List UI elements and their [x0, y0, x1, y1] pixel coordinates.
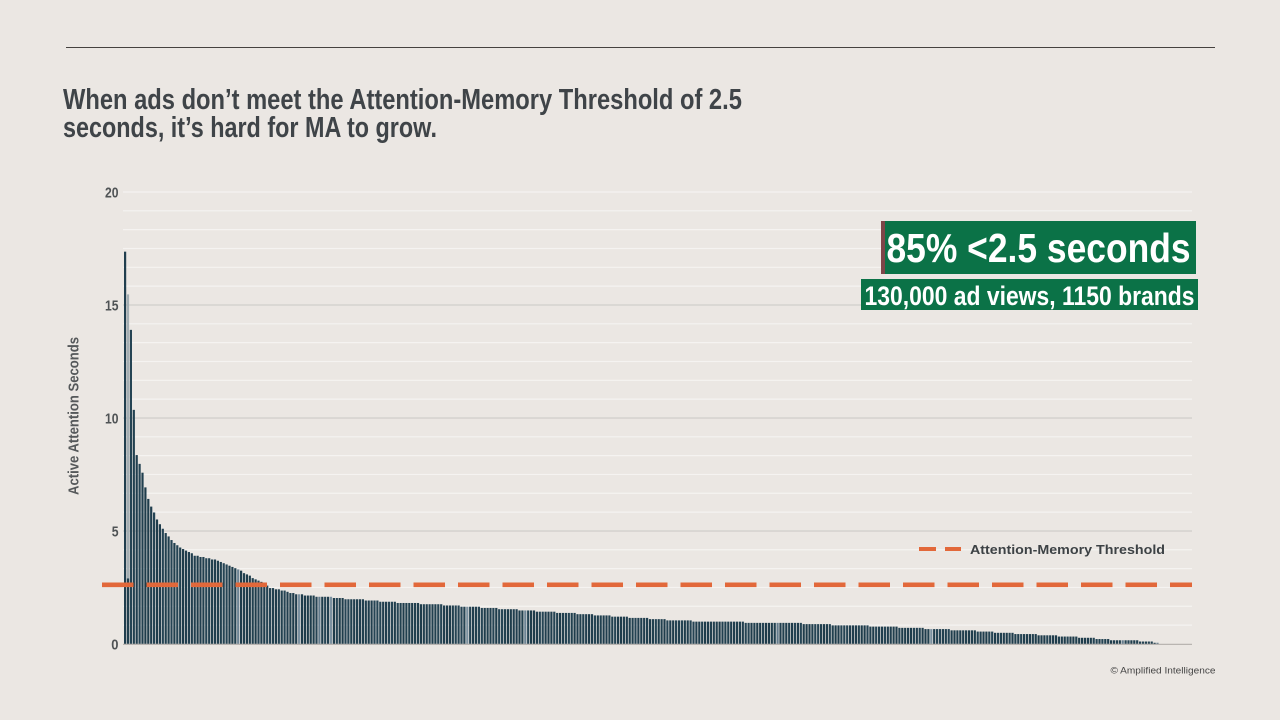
- svg-text:0: 0: [111, 636, 118, 653]
- svg-text:15: 15: [105, 297, 119, 314]
- svg-text:10: 10: [105, 410, 119, 427]
- svg-text:85% <2.5 seconds: 85% <2.5 seconds: [886, 225, 1190, 271]
- svg-text:130,000 ad views, 1150 brands: 130,000 ad views, 1150 brands: [865, 281, 1195, 311]
- svg-text:Active Attention Seconds: Active Attention Seconds: [66, 337, 83, 495]
- svg-text:© Amplified Intelligence: © Amplified Intelligence: [1111, 666, 1216, 677]
- svg-text:Attention-Memory Threshold: Attention-Memory Threshold: [970, 542, 1165, 557]
- svg-text:20: 20: [105, 184, 119, 201]
- svg-text:5: 5: [112, 523, 119, 540]
